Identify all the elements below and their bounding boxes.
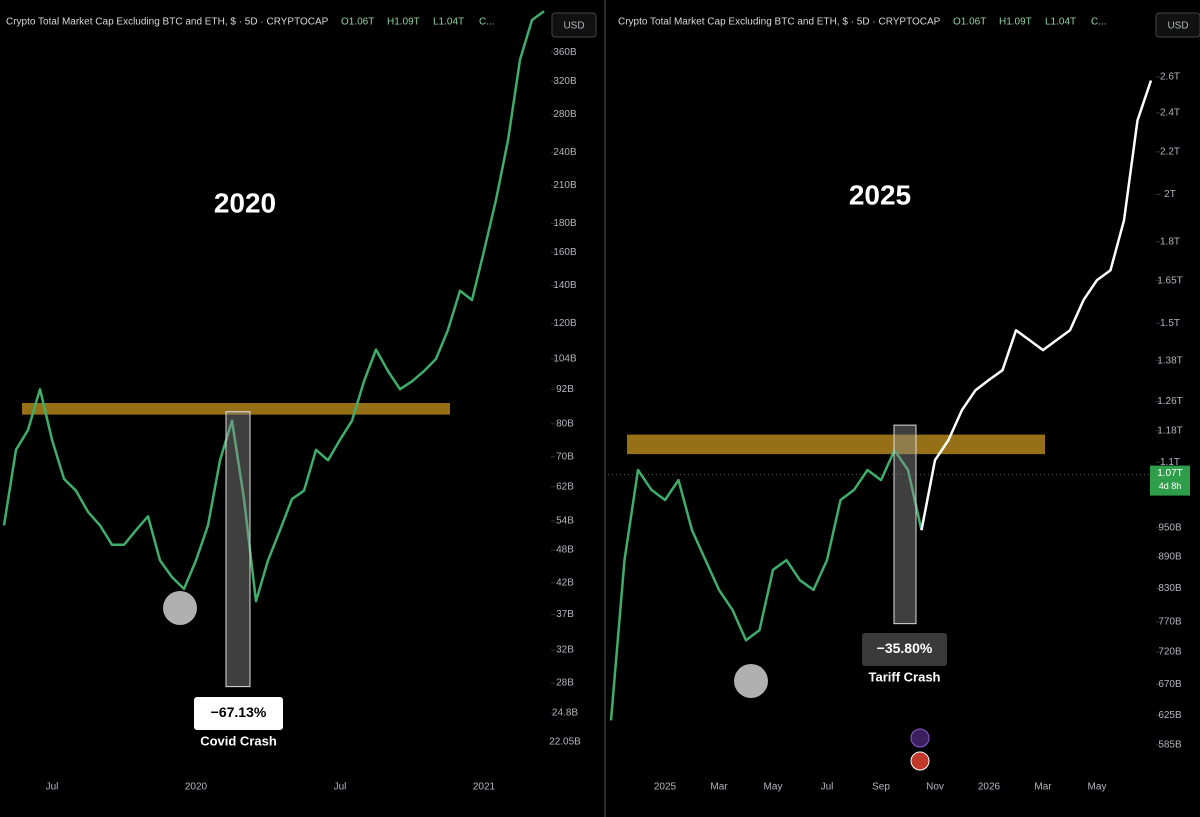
- currency-label: USD: [563, 21, 584, 32]
- x-tick-label: 2020: [185, 782, 208, 793]
- y-tick-label: 320B: [553, 76, 577, 87]
- y-tick-label: 1.8T: [1160, 236, 1180, 247]
- y-tick-label: 625B: [1158, 710, 1182, 721]
- ohlc-label: H1.09T: [999, 17, 1032, 28]
- ohlc-label: L1.04T: [433, 17, 464, 28]
- y-tick-label: 54B: [556, 515, 574, 526]
- y-tick-label: 585B: [1158, 740, 1182, 751]
- x-tick-label: Mar: [710, 782, 728, 793]
- y-tick-label: 42B: [556, 578, 574, 589]
- resistance-band: [22, 403, 450, 415]
- drop-range: [225, 411, 251, 688]
- x-tick-label: May: [1088, 782, 1107, 793]
- x-tick-label: 2026: [978, 782, 1001, 793]
- year-label: 2025: [849, 179, 911, 210]
- countdown-label: 4d 8h: [1159, 481, 1182, 491]
- ohlc-label: C...: [479, 17, 495, 28]
- event-icon: [910, 728, 930, 748]
- x-tick-label: Sep: [872, 782, 890, 793]
- y-tick-label: 2.4T: [1160, 108, 1180, 119]
- x-tick-label: Jul: [821, 782, 834, 793]
- y-tick-label: 24.8B: [552, 708, 578, 719]
- chart-title: Crypto Total Market Cap Excluding BTC an…: [6, 17, 329, 28]
- y-tick-label: 670B: [1158, 679, 1182, 690]
- x-tick-label: 2025: [654, 782, 677, 793]
- y-tick-label: 140B: [553, 280, 577, 291]
- year-label: 2020: [214, 187, 276, 218]
- ohlc-label: L1.04T: [1045, 17, 1076, 28]
- ohlc-label: C...: [1091, 17, 1107, 28]
- y-tick-label: 28B: [556, 678, 574, 689]
- drop-label: −35.80%: [877, 640, 933, 656]
- ohlc-label: O1.06T: [953, 17, 986, 28]
- y-tick-label: 360B: [553, 47, 577, 58]
- y-tick-label: 2.6T: [1160, 72, 1180, 83]
- price-line: [2, 10, 545, 603]
- y-tick-label: 22.05B: [549, 737, 581, 748]
- y-tick-label: 1.18T: [1157, 425, 1183, 436]
- ohlc-label: H1.09T: [387, 17, 420, 28]
- y-tick-label: 1.65T: [1157, 275, 1183, 286]
- low-marker: [734, 664, 768, 698]
- x-tick-label: 2021: [473, 782, 496, 793]
- y-tick-label: 1.26T: [1157, 396, 1183, 407]
- low-marker: [163, 591, 197, 625]
- x-tick-label: Jul: [334, 782, 347, 793]
- y-tick-label: 2.2T: [1160, 146, 1180, 157]
- ohlc-label: O1.06T: [341, 17, 374, 28]
- currency-box: [551, 12, 597, 38]
- chart-title: Crypto Total Market Cap Excluding BTC an…: [618, 17, 941, 28]
- drop-range: [893, 424, 917, 625]
- y-tick-label: 120B: [553, 318, 577, 329]
- y-tick-label: 160B: [553, 247, 577, 258]
- y-tick-label: 32B: [556, 645, 574, 656]
- y-tick-label: 210B: [553, 180, 577, 191]
- drop-label-box: [194, 697, 283, 730]
- y-tick-label: 720B: [1158, 647, 1182, 658]
- y-tick-label: 180B: [553, 218, 577, 229]
- y-tick-label: 770B: [1158, 617, 1182, 628]
- y-tick-label: 104B: [553, 354, 577, 365]
- y-tick-label: 240B: [553, 147, 577, 158]
- crash-label: Covid Crash: [200, 733, 277, 748]
- y-tick-label: 950B: [1158, 522, 1182, 533]
- y-tick-label: 48B: [556, 545, 574, 556]
- y-tick-label: 2T: [1164, 189, 1176, 200]
- y-tick-label: 92B: [556, 384, 574, 395]
- currency-label: USD: [1167, 21, 1188, 32]
- event-icon: [910, 751, 930, 771]
- y-tick-label: 70B: [556, 451, 574, 462]
- y-tick-label: 1.38T: [1157, 355, 1183, 366]
- x-tick-label: Mar: [1034, 782, 1052, 793]
- drop-label: −67.13%: [211, 704, 267, 720]
- resistance-band: [627, 434, 1045, 455]
- y-tick-label: 280B: [553, 109, 577, 120]
- drop-label-box: [862, 633, 947, 666]
- crash-label: Tariff Crash: [869, 669, 941, 684]
- y-tick-label: 890B: [1158, 552, 1182, 563]
- currency-box: [1155, 12, 1200, 38]
- price-line: [609, 448, 923, 721]
- y-tick-label: 1.5T: [1160, 318, 1180, 329]
- last-price-box: [1150, 465, 1190, 496]
- y-tick-label: 830B: [1158, 583, 1182, 594]
- y-tick-label: 62B: [556, 481, 574, 492]
- x-tick-label: May: [764, 782, 783, 793]
- y-tick-label: 80B: [556, 418, 574, 429]
- y-tick-label: 1.1T: [1160, 457, 1180, 468]
- x-tick-label: Jul: [46, 782, 59, 793]
- x-tick-label: Nov: [926, 782, 944, 793]
- y-tick-label: 37B: [556, 609, 574, 620]
- price-line: [920, 80, 1153, 531]
- last-price-label: 1.07T: [1157, 468, 1183, 479]
